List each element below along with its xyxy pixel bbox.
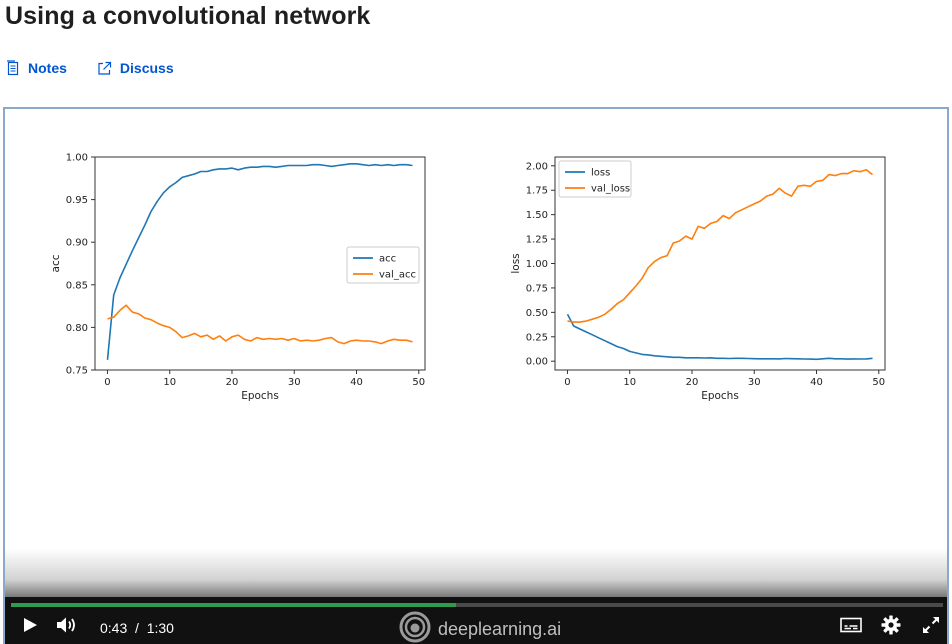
y-tick-label: 1.00	[526, 259, 548, 270]
fullscreen-icon[interactable]	[921, 615, 941, 640]
external-link-icon	[97, 61, 112, 76]
notes-link[interactable]: Notes	[6, 60, 67, 76]
y-tick-label: 0.90	[66, 238, 88, 249]
settings-gear-icon[interactable]	[881, 615, 901, 640]
lecture-links: Notes Discuss	[6, 60, 174, 76]
series-line-val-loss	[567, 168, 873, 323]
discuss-link[interactable]: Discuss	[97, 60, 174, 76]
duration: 1:30	[146, 620, 174, 636]
volume-icon[interactable]	[55, 615, 79, 640]
video-frame: 0 10 20 30 40 50 0.75 0.80 0.85 0.90 0.95 1.00 Epoch…	[5, 109, 947, 549]
y-tick-label: 0.80	[66, 323, 88, 334]
current-time: 0:43	[100, 620, 128, 636]
notes-link-label: Notes	[28, 60, 67, 76]
legend-label: val_acc	[379, 270, 416, 281]
brand-watermark: deeplearning.ai	[399, 611, 561, 644]
y-tick-label: 1.00	[66, 153, 88, 164]
y-tick-label: 0.25	[526, 332, 548, 343]
legend-label: val_loss	[591, 184, 630, 195]
x-tick-label: 50	[872, 377, 885, 388]
x-axis-label: Epochs	[241, 390, 279, 402]
y-tick-label: 0.75	[526, 283, 548, 294]
accuracy-chart: 0 10 20 30 40 50 0.75 0.80 0.85 0.90 0.95 1.00 Epoch…	[50, 153, 426, 402]
series-line-val-acc	[107, 304, 413, 345]
progress-bar-fill	[11, 603, 457, 607]
x-tick-label: 50	[412, 377, 425, 388]
y-tick-label: 1.25	[526, 235, 548, 246]
y-tick-label: 1.50	[526, 210, 548, 221]
x-tick-label: 20	[226, 377, 239, 388]
series-line-acc	[106, 163, 413, 360]
y-tick-label: 2.00	[526, 161, 548, 172]
brand-text: deeplearning.ai	[438, 619, 562, 639]
deeplearning-logo-icon	[399, 611, 431, 644]
y-tick-label: 0.75	[66, 366, 88, 377]
x-tick-label: 30	[288, 377, 301, 388]
chart-legend: loss val_loss	[558, 160, 632, 198]
progress-bar[interactable]	[11, 603, 943, 607]
y-tick-label: 0.85	[66, 280, 88, 291]
loss-chart: 0 10 20 30 40 50 0.00 0.25 0.50 0.75 1.00 1.25 1.50 1…	[510, 156, 886, 402]
chart-legend: acc val_acc	[346, 246, 420, 284]
video-controls: 0:43 / 1:30 deeplearning.ai	[5, 597, 947, 644]
y-axis-label: acc	[50, 254, 62, 272]
legend-label: acc	[379, 254, 396, 265]
time-separator: /	[135, 620, 139, 636]
discuss-link-label: Discuss	[119, 60, 174, 76]
x-tick-label: 30	[748, 377, 761, 388]
x-tick-label: 40	[350, 377, 363, 388]
series-line-loss	[566, 313, 873, 361]
legend-label: loss	[591, 168, 610, 179]
play-icon[interactable]	[21, 616, 39, 639]
time-display: 0:43 / 1:30	[100, 620, 174, 636]
x-tick-label: 0	[104, 377, 110, 388]
controls-gradient	[5, 549, 947, 605]
y-tick-label: 1.75	[526, 186, 548, 197]
x-axis-label: Epochs	[701, 390, 739, 402]
y-tick-label: 0.00	[526, 357, 548, 368]
x-tick-label: 10	[623, 377, 636, 388]
y-tick-label: 0.95	[66, 195, 88, 206]
x-tick-label: 0	[564, 377, 570, 388]
notes-icon	[6, 60, 20, 76]
y-tick-label: 0.50	[526, 308, 548, 319]
y-axis-label: loss	[510, 253, 522, 273]
x-tick-label: 40	[810, 377, 823, 388]
captions-icon[interactable]	[840, 617, 862, 638]
video-player[interactable]: 0 10 20 30 40 50 0.75 0.80 0.85 0.90 0.95 1.00 Epoch…	[3, 107, 949, 644]
page-title: Using a convolutional network	[5, 2, 371, 30]
x-tick-label: 20	[686, 377, 699, 388]
x-tick-label: 10	[163, 377, 176, 388]
